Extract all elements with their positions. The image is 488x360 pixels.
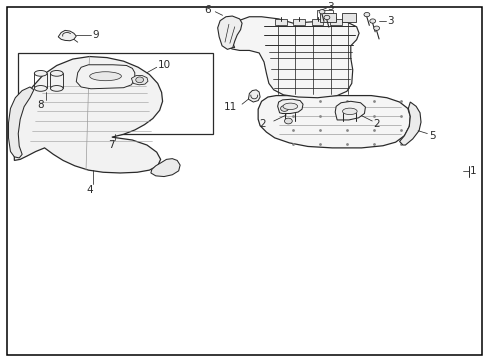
Bar	[293, 18, 305, 25]
Text: 3: 3	[386, 16, 393, 26]
Text: 2: 2	[259, 118, 266, 129]
Polygon shape	[277, 99, 303, 113]
Text: 11: 11	[224, 102, 237, 112]
Text: 2: 2	[372, 119, 379, 129]
Text: 9: 9	[92, 30, 99, 40]
Polygon shape	[151, 159, 180, 176]
Bar	[320, 13, 335, 22]
Circle shape	[363, 13, 369, 17]
Polygon shape	[217, 16, 242, 49]
Polygon shape	[76, 65, 135, 89]
Ellipse shape	[50, 71, 63, 76]
Polygon shape	[131, 76, 148, 85]
Text: 7: 7	[108, 140, 115, 150]
Circle shape	[324, 15, 329, 19]
Bar	[311, 18, 323, 25]
Circle shape	[284, 118, 292, 124]
Circle shape	[280, 105, 288, 111]
Polygon shape	[399, 102, 420, 145]
Text: 1: 1	[469, 166, 476, 176]
Circle shape	[136, 77, 143, 83]
Polygon shape	[248, 90, 260, 102]
Polygon shape	[228, 17, 358, 98]
Circle shape	[369, 19, 375, 23]
Bar	[316, 10, 332, 21]
Text: 3: 3	[327, 2, 333, 12]
Text: 8: 8	[37, 100, 44, 110]
Ellipse shape	[34, 86, 47, 91]
Circle shape	[319, 10, 325, 14]
Polygon shape	[14, 57, 162, 173]
Polygon shape	[8, 87, 34, 158]
Ellipse shape	[50, 86, 63, 91]
Ellipse shape	[89, 72, 121, 81]
Bar	[341, 13, 355, 22]
Polygon shape	[334, 101, 365, 120]
Bar	[275, 18, 286, 25]
Polygon shape	[258, 95, 409, 148]
Polygon shape	[222, 20, 239, 48]
Ellipse shape	[342, 108, 356, 114]
Ellipse shape	[34, 71, 47, 76]
Polygon shape	[58, 30, 76, 41]
Circle shape	[373, 26, 379, 30]
Text: 10: 10	[158, 60, 170, 71]
Text: 6: 6	[204, 5, 211, 15]
Bar	[18, 53, 212, 134]
Ellipse shape	[283, 103, 297, 109]
Bar	[330, 18, 341, 25]
Text: 5: 5	[428, 131, 434, 141]
Text: 4: 4	[86, 185, 93, 195]
